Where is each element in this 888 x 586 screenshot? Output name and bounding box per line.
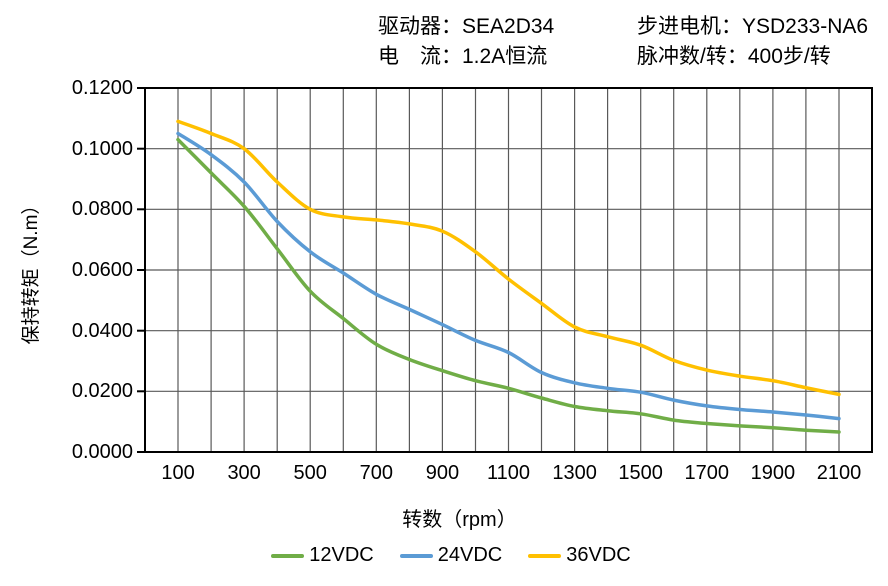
x-tick-label: 1500 <box>618 462 663 484</box>
legend-item-36VDC: 36VDC <box>528 544 631 567</box>
y-tick-label: 0.0600 <box>71 259 133 281</box>
x-tick-label: 1300 <box>552 462 597 484</box>
legend-label: 36VDC <box>566 544 631 566</box>
legend-label: 24VDC <box>437 544 503 566</box>
x-tick-label: 1100 <box>486 462 530 484</box>
x-axis-title: 转数（rpm） <box>402 509 517 531</box>
chart-legend: 12VDC 24VDC 36VDC <box>7 544 888 567</box>
curve-36VDC <box>176 119 841 397</box>
x-tick-label: 700 <box>359 462 393 484</box>
y-tick-label: 0.1200 <box>71 77 133 99</box>
legend-item-12VDC: 12VDC <box>271 544 374 567</box>
y-tick-label: 0.1000 <box>71 137 133 160</box>
header-motor-model: 步进电机：YSD233-NA6 <box>637 15 869 38</box>
curve-24VDC <box>176 131 841 421</box>
header-pulses-per-rev: 脉冲数/转：400步/转 <box>637 45 831 68</box>
header-current: 电 流：1.2A恒流 <box>378 45 548 68</box>
x-tick-label: 500 <box>293 462 327 484</box>
y-tick-label: 0.0400 <box>71 319 133 342</box>
x-tick-label: 100 <box>161 462 195 484</box>
legend-line-swatch <box>271 553 305 558</box>
legend-label: 12VDC <box>309 544 374 566</box>
curve-12VDC <box>176 137 841 434</box>
x-tick-label: 1700 <box>684 462 730 484</box>
header-driver: 驱动器：SEA2D34 <box>378 15 555 38</box>
legend-line-swatch <box>399 553 433 558</box>
y-tick-label: 0.0200 <box>71 380 133 403</box>
x-tick-label: 1900 <box>750 462 796 484</box>
legend-line-swatch <box>528 553 562 558</box>
x-tick-label: 2100 <box>816 462 862 484</box>
x-tick-label: 900 <box>425 462 460 484</box>
y-tick-label: 0.0800 <box>71 198 133 221</box>
plot-border <box>144 87 873 453</box>
x-tick-label: 300 <box>227 462 261 484</box>
y-tick-label: 0.0000 <box>71 441 133 463</box>
legend-item-24VDC: 24VDC <box>399 544 503 567</box>
y-axis-title: 保持转矩（N.m） <box>21 195 42 345</box>
